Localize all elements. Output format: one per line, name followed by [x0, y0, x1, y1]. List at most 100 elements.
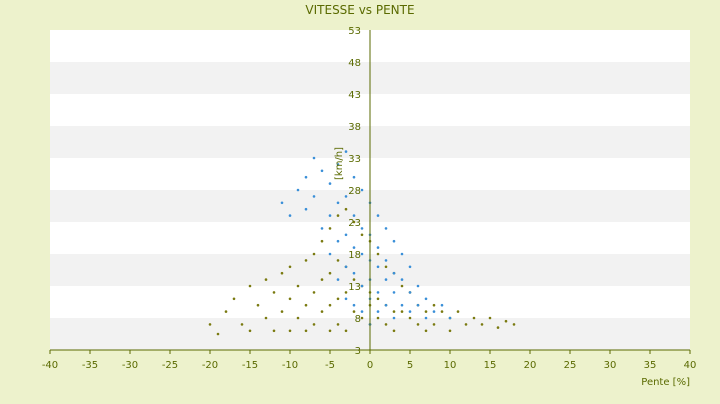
data-point	[384, 259, 388, 262]
data-point	[424, 297, 428, 301]
data-point	[384, 227, 388, 230]
data-point	[376, 246, 380, 249]
data-point	[344, 297, 348, 301]
data-point	[344, 329, 348, 333]
data-point	[336, 297, 340, 301]
x-tick-label: 30	[604, 360, 617, 371]
y-tick-label: 28	[348, 186, 361, 197]
y-tick-label: 48	[348, 58, 361, 69]
data-point	[264, 278, 268, 281]
data-point	[296, 284, 300, 288]
data-point	[392, 239, 396, 243]
y-tick-label: 53	[348, 26, 361, 37]
x-axis-label: Pente [%]	[641, 377, 690, 388]
data-point	[296, 188, 300, 192]
data-point	[272, 329, 276, 333]
data-point	[424, 310, 428, 313]
x-tick-label: -10	[282, 360, 298, 371]
data-point	[376, 291, 380, 294]
data-point	[360, 252, 364, 256]
data-point	[376, 265, 380, 269]
data-point	[304, 175, 308, 179]
data-point	[472, 316, 476, 320]
data-point	[448, 316, 452, 320]
x-tick-label: 15	[484, 360, 497, 371]
data-point	[280, 271, 284, 275]
data-point	[424, 316, 428, 320]
data-point	[280, 201, 284, 205]
data-point	[400, 303, 404, 307]
x-tick-label: 40	[684, 360, 697, 371]
data-point	[312, 323, 316, 326]
data-point	[360, 310, 364, 313]
data-point	[408, 310, 412, 313]
data-point	[288, 329, 292, 333]
data-point	[352, 271, 356, 275]
data-point	[392, 271, 396, 275]
data-point	[440, 310, 444, 313]
chart-title: VITESSE vs PENTE	[305, 3, 414, 17]
data-point	[328, 303, 332, 307]
data-point	[384, 278, 388, 281]
x-tick-label: -30	[122, 360, 138, 371]
data-point	[312, 252, 316, 256]
data-point	[360, 284, 364, 288]
data-point	[208, 323, 212, 326]
data-point	[440, 303, 444, 307]
data-point	[320, 278, 324, 281]
data-point	[384, 303, 388, 307]
x-tick-label: 35	[644, 360, 657, 371]
x-tick-label: -5	[325, 360, 335, 371]
data-point	[496, 326, 500, 329]
x-tick-label: 25	[564, 360, 577, 371]
data-point	[392, 310, 396, 313]
x-tick-label: 0	[367, 360, 373, 371]
data-point	[448, 329, 452, 333]
tick-labels: -40 -35 -30 -25 -20 -15 -10 -5 0 5 10 15 20 25 30 35 40 3…	[42, 26, 697, 371]
data-point	[224, 310, 228, 313]
data-point	[376, 252, 380, 256]
data-point	[352, 303, 356, 307]
data-point	[416, 303, 420, 307]
data-point	[288, 297, 292, 301]
data-point	[304, 207, 308, 211]
data-point	[304, 329, 308, 333]
data-point	[328, 271, 332, 275]
y-tick-label: 38	[348, 122, 361, 133]
data-point	[304, 303, 308, 307]
data-point	[344, 195, 348, 198]
data-point	[328, 182, 332, 185]
data-point	[352, 220, 356, 224]
data-point	[336, 214, 340, 217]
data-point	[432, 310, 436, 313]
data-point	[376, 214, 380, 217]
data-point	[416, 323, 420, 326]
data-point	[336, 323, 340, 326]
y-tick-label: 33	[348, 154, 361, 165]
data-point	[504, 319, 508, 323]
data-point	[352, 175, 356, 179]
data-point	[240, 323, 244, 326]
y-axis-label: [km/h]	[334, 147, 345, 180]
data-point	[344, 233, 348, 237]
data-point	[408, 291, 412, 294]
data-point	[336, 259, 340, 262]
data-point	[400, 284, 404, 288]
data-point	[352, 310, 356, 313]
data-point	[248, 329, 252, 333]
x-tick-label: 20	[524, 360, 537, 371]
x-tick-label: -15	[242, 360, 258, 371]
y-tick-label: 8	[355, 314, 361, 325]
data-point	[312, 156, 316, 160]
data-point	[400, 252, 404, 256]
data-point	[344, 291, 348, 294]
data-point	[480, 323, 484, 326]
y-tick-label: 13	[348, 282, 361, 293]
data-point	[352, 214, 356, 217]
data-point	[352, 278, 356, 281]
data-point	[512, 323, 516, 326]
y-tick-label: 3	[355, 346, 361, 357]
data-point	[400, 310, 404, 313]
data-point	[288, 214, 292, 217]
